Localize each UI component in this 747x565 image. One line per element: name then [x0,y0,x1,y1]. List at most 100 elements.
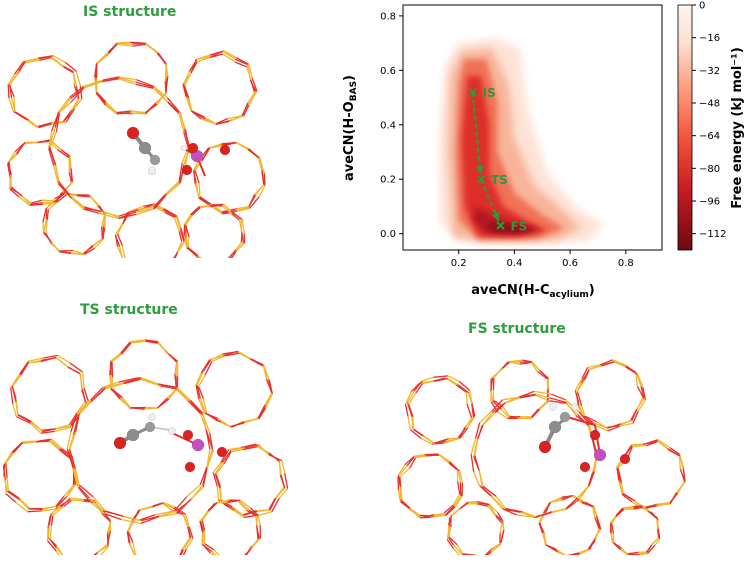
o-si-bond [551,393,566,401]
si-o-bond [614,361,626,368]
o-si-bond [397,475,401,488]
si-o-bond [57,354,71,364]
si-o-bond [135,208,154,216]
si-o-bond [6,477,10,491]
si-o-bond [15,501,29,513]
si-o-bond [69,194,85,208]
o-si-bond [190,110,202,120]
si-o-bond [592,506,598,517]
si-o-bond [52,505,65,516]
si-o-bond [137,206,154,211]
o-si-bond [407,404,414,417]
si-o-bond [77,400,86,413]
o-si-bond [106,532,109,546]
o-si-bond [133,553,137,555]
si-o-bond [214,461,224,475]
o-si-bond [537,371,548,380]
si-o-bond [183,214,192,225]
o-si-bond [43,354,59,359]
o-si-bond [108,42,118,54]
si-o-bond [199,205,211,209]
o-si-bond [70,87,85,103]
si-o-bond [102,381,120,388]
si-o-bond [657,440,669,451]
o-si-bond [63,499,73,507]
oxygen-atom [538,440,552,454]
o-si-bond [486,551,492,555]
si-o-bond [102,215,107,227]
o-si-bond [18,360,30,375]
o-si-bond [174,251,179,258]
si-o-bond [25,141,38,144]
o-si-bond [83,206,102,213]
si-o-bond [202,398,208,414]
o-si-bond [62,109,73,122]
o-si-bond [246,509,257,517]
si-o-bond [94,238,104,249]
si-o-bond [72,467,80,488]
o-si-bond [127,531,134,543]
o-si-bond [601,361,615,367]
state-label-fs: FS [510,220,527,234]
o-si-bond [667,448,681,457]
o-si-bond [446,539,454,549]
o-si-bond [448,536,458,546]
si-o-bond [219,487,222,502]
si-o-bond [467,392,473,405]
si-o-bond [15,401,19,416]
o-si-bond [166,97,180,113]
o-si-bond [504,508,521,513]
framework-ring [7,55,83,129]
o-si-bond [183,131,190,149]
o-si-bond [545,544,558,552]
si-o-bond [46,198,56,209]
o-si-bond [60,251,72,254]
y-tick-label: 0.6 [380,66,396,77]
si-o-bond [159,510,177,517]
o-si-bond [613,542,622,551]
o-si-bond [163,208,178,217]
si-o-bond [237,500,248,511]
si-o-bond [70,252,85,255]
si-o-bond [675,481,686,494]
framework-ring [574,359,647,432]
si-o-bond [165,63,169,77]
o-si-bond [647,544,656,555]
framework-ring [66,377,214,525]
si-o-bond [655,503,671,506]
y-tick-label: 0.4 [380,120,396,131]
x-tick-label: 0.4 [506,258,522,269]
o-si-bond [247,148,260,159]
si-o-bond [48,440,60,450]
si-o-bond [478,470,484,487]
si-o-bond [54,426,70,433]
o-si-bond [9,188,20,198]
oxygen-atom [187,142,199,154]
si-o-bond [438,453,451,463]
si-o-bond [97,545,109,554]
si-o-bond [18,497,31,510]
si-o-bond [121,397,132,409]
o-si-bond [192,170,197,184]
o-si-bond [75,413,80,433]
o-si-bond [617,467,623,483]
si-o-bond [105,104,117,115]
si-o-bond [595,425,608,432]
si-o-bond [57,102,72,115]
o-si-bond [176,498,192,512]
si-o-bond [47,524,50,538]
si-o-bond [422,435,435,444]
si-o-bond [459,471,464,483]
si-o-bond [537,400,549,410]
si-o-bond [255,515,258,526]
fs-structure-image [397,359,686,555]
is-structure-title: IS structure [83,4,177,20]
si-o-bond [88,497,104,512]
o-si-bond [279,475,286,489]
si-o-bond [497,411,508,420]
si-o-bond [408,392,417,405]
o-si-bond [190,59,197,74]
carbon-atom [138,141,152,155]
o-si-bond [199,520,204,533]
o-si-bond [413,380,423,392]
